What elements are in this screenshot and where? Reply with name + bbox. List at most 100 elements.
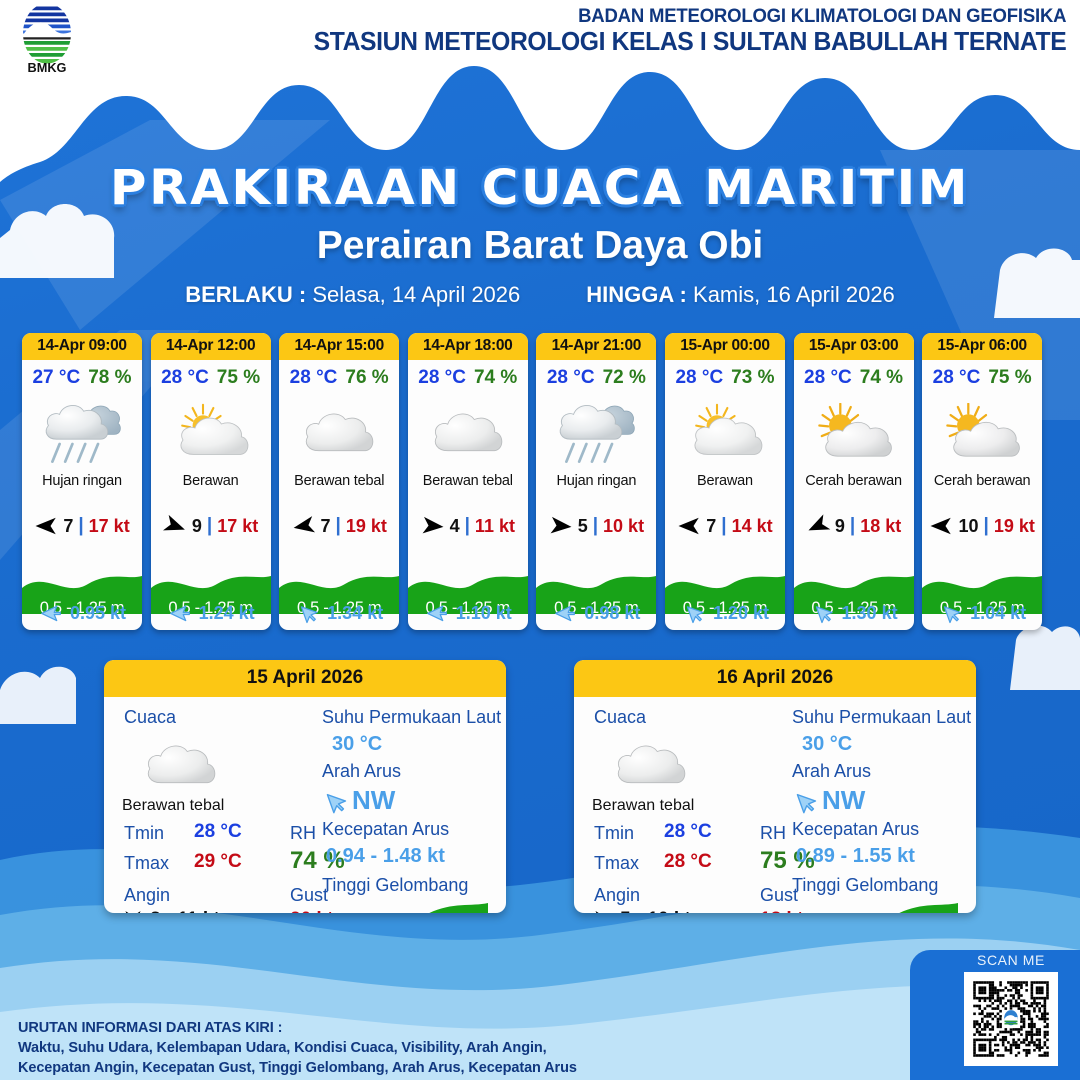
card-visibility: 7	[320, 515, 331, 536]
card-temp-humidity-row: 28 °C 73 %	[665, 360, 785, 389]
card-temperature: 28 °C	[804, 367, 852, 388]
card-temperature: 28 °C	[418, 367, 466, 388]
card-wind-speed: 11 kt	[474, 515, 515, 536]
daily-condition: Berawan tebal	[592, 797, 695, 814]
arrow-east-icon	[592, 909, 614, 913]
arrow-northwest-icon	[938, 602, 964, 624]
legend-block: URUTAN INFORMASI DARI ATAS KIRI : Waktu,…	[18, 1018, 577, 1078]
daily-kecepatan-arus-value: 0.89 - 1.55 kt	[796, 845, 915, 867]
valid-to-value: Kamis, 16 April 2026	[693, 282, 895, 307]
arrow-west-icon	[34, 514, 58, 538]
card-condition-label: Berawan tebal	[294, 473, 385, 489]
valid-from-label: BERLAKU :	[185, 282, 307, 307]
daily-angin-value: 8 - 11 kt	[150, 909, 220, 913]
card-temperature: 28 °C	[546, 367, 595, 388]
arrow-southwest-icon	[806, 514, 831, 538]
valid-from: BERLAKU : Selasa, 14 April 2026	[185, 282, 520, 308]
daily-sst-value: 30 °C	[332, 733, 383, 755]
card-humidity: 75 %	[988, 367, 1032, 388]
daily-gust-value: 18 kt	[760, 909, 803, 913]
card-temp-humidity-row: 27 °C 78 %	[22, 360, 142, 389]
card-humidity: 74 %	[859, 367, 904, 388]
card-temperature: 28 °C	[932, 367, 981, 388]
hourly-forecast-card: 15-Apr 03:00 28 °C 74 % Cerah berawan 9 …	[793, 333, 914, 630]
bmkg-logo-icon: BMKG	[23, 3, 71, 74]
daily-angin-row: 8 - 11 kt	[122, 909, 220, 913]
card-wind-speed: 17 kt	[88, 515, 130, 536]
arrow-northwest-icon	[320, 789, 348, 813]
daily-tmin-label: Tmin	[124, 823, 164, 843]
card-current-speed: 0.95 kt	[69, 602, 127, 623]
validity-row: BERLAKU : Selasa, 14 April 2026 HINGGA :…	[0, 282, 1080, 308]
card-visibility: 7	[706, 515, 717, 536]
card-condition-label: Berawan	[697, 473, 753, 489]
arrow-northwest-icon	[295, 602, 321, 624]
hourly-forecast-card: 14-Apr 15:00 28 °C 76 % Berawan tebal 7 …	[279, 333, 400, 630]
card-temp-humidity-row: 28 °C 74 %	[794, 360, 914, 389]
title-block: PRAKIRAAN CUACA MARITIM Perairan Barat D…	[0, 160, 1080, 308]
cloudy-icon	[612, 739, 692, 791]
card-wave-block: 0.5 - 1.25 m 1.10 kt	[407, 568, 528, 630]
card-wind-row: 9 | 18 kt	[794, 511, 914, 541]
card-wind-row: 5 | 10 kt	[536, 511, 656, 541]
daily-arah-arus-value: NW	[352, 785, 396, 815]
scan-qr-block[interactable]: SCAN ME	[964, 952, 1058, 1071]
daily-rh-value: 75 %	[760, 847, 815, 874]
arrow-west-icon	[552, 602, 578, 624]
card-wind-speed: 17 kt	[217, 515, 259, 536]
arrow-west-icon	[929, 514, 953, 538]
card-humidity: 75 %	[216, 367, 261, 388]
daily-wave-graphic	[429, 903, 488, 913]
daily-forecast-panels: 15 April 2026 Cuaca Berawan tebal Tmin 2…	[0, 660, 1080, 913]
card-current-speed: 1.20 kt	[712, 602, 769, 623]
card-humidity: 78 %	[88, 367, 132, 388]
daily-angin-row: 5 - 10 kt	[592, 909, 691, 913]
card-temp-humidity-row: 28 °C 75 %	[922, 360, 1042, 389]
card-wind-speed: 18 kt	[860, 515, 902, 536]
arrow-west-icon	[38, 602, 64, 624]
card-wave-height: 0.5 - 1.25 m	[939, 599, 1025, 617]
mostly-sunny-icon	[794, 391, 914, 473]
card-humidity: 73 %	[731, 367, 775, 388]
daily-gelombang-label: Tinggi Gelombang	[792, 875, 939, 895]
daily-arah-arus-row: NW	[320, 785, 395, 816]
card-visibility: 5	[577, 515, 588, 536]
daily-forecast-panel: 15 April 2026 Cuaca Berawan tebal Tmin 2…	[104, 660, 506, 913]
daily-rh-value: 74 %	[290, 847, 345, 874]
card-condition-label: Cerah berawan	[933, 473, 1031, 489]
rain-icon	[536, 391, 656, 473]
card-temp-humidity-row: 28 °C 76 %	[279, 360, 399, 389]
legend-title: URUTAN INFORMASI DARI ATAS KIRI :	[18, 1020, 283, 1036]
daily-arah-arus-row: NW	[790, 785, 865, 816]
card-current-speed: 1.34 kt	[327, 602, 384, 623]
daily-gust-label: Gust	[290, 885, 329, 905]
card-wind-speed: 19 kt	[993, 515, 1035, 536]
arrow-west-icon	[424, 602, 450, 624]
card-temperature: 27 °C	[32, 367, 81, 388]
qr-code-icon[interactable]	[964, 972, 1058, 1066]
daily-body: Cuaca Berawan tebal Tmin 28 °C Tmax 28 °…	[574, 697, 976, 913]
daily-arah-arus-label: Arah Arus	[792, 761, 872, 781]
cloudy-icon	[279, 391, 399, 473]
card-current-row: 1.20 kt	[665, 602, 785, 624]
card-temp-humidity-row: 28 °C 75 %	[151, 360, 271, 389]
arrow-west-icon	[292, 514, 316, 538]
card-wave-height: 0.5 - 1.25 m	[554, 599, 639, 617]
card-wind-row: 7 | 17 kt	[22, 511, 142, 541]
card-current-row: 1.34 kt	[279, 602, 399, 624]
card-current-row: 1.10 kt	[408, 602, 528, 624]
daily-body: Cuaca Berawan tebal Tmin 28 °C Tmax 29 °…	[104, 697, 506, 913]
card-current-row: 1.30 kt	[794, 602, 914, 624]
daily-sst-label: Suhu Permukaan Laut	[792, 707, 972, 727]
daily-forecast-panel: 16 April 2026 Cuaca Berawan tebal Tmin 2…	[574, 660, 976, 913]
daily-sst-label: Suhu Permukaan Laut	[322, 707, 502, 727]
card-condition-label: Hujan ringan	[556, 473, 637, 489]
card-condition-label: Cerah berawan	[805, 473, 902, 489]
card-current-row: 0.95 kt	[22, 602, 142, 624]
valid-from-value: Selasa, 14 April 2026	[312, 282, 521, 307]
daily-angin-label: Angin	[124, 885, 171, 905]
daily-condition: Berawan tebal	[122, 797, 225, 814]
arrow-northwest-icon	[681, 602, 707, 624]
card-visibility: 4	[449, 515, 460, 536]
card-wind-row: 10 | 19 kt	[922, 511, 1042, 541]
